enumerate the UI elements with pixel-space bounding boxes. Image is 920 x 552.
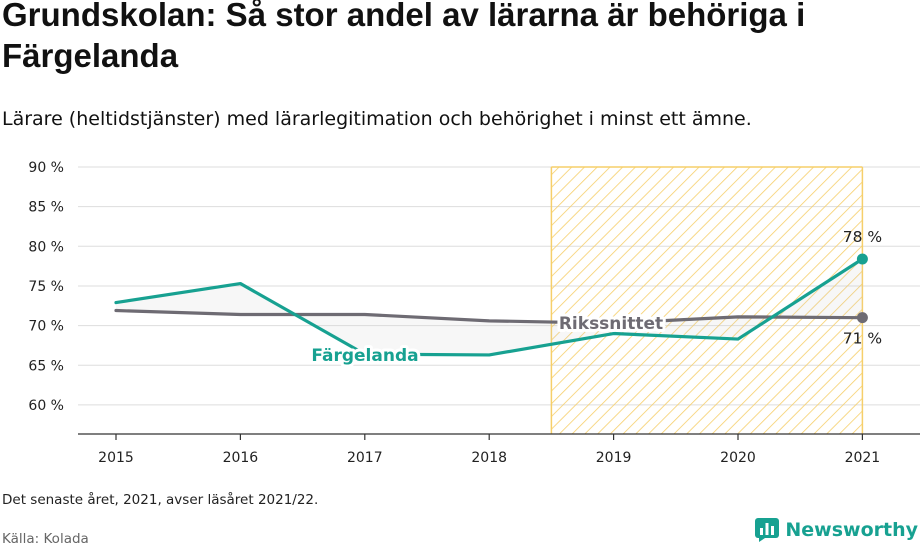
series-line xyxy=(114,308,865,325)
highlight-period xyxy=(550,166,864,434)
chart-subtitle: Lärare (heltidstjänster) med lärarlegiti… xyxy=(2,108,752,130)
y-tick-label: 80 % xyxy=(28,239,64,255)
brand-logo[interactable]: Newsworthy xyxy=(755,518,918,542)
y-axis: 60 % 65 % 70 % 75 % 80 % 85 % 90 % xyxy=(28,160,64,414)
difference-fill xyxy=(116,258,863,355)
line-chart: 60 %65 %70 %75 %80 %85 %90 % 2015 2016 201… xyxy=(28,160,920,466)
y-tick-label: 85 % xyxy=(28,200,64,216)
y-tick-label: 60 % xyxy=(28,398,64,414)
x-tick-label: 2017 xyxy=(347,450,383,466)
x-tick-label: 2021 xyxy=(845,450,881,466)
series-end-marker xyxy=(856,253,868,265)
series-labels: 78 % 71 % Färgelanda Rikssnittet xyxy=(308,228,882,369)
series-name-label: Färgelanda xyxy=(311,346,418,366)
y-tick-label: 65 % xyxy=(28,358,64,374)
series-end-marker xyxy=(856,312,868,324)
x-tick-label: 2018 xyxy=(471,450,507,466)
x-tick-label: 2015 xyxy=(98,450,134,466)
y-tick-label: 70 % xyxy=(28,319,64,335)
source-credit: Källa: Kolada xyxy=(2,531,89,547)
brand-name: Newsworthy xyxy=(785,519,918,541)
x-tick-label: 2016 xyxy=(223,450,259,466)
y-tick-label: 90 % xyxy=(28,160,64,176)
series-name-label: Rikssnittet xyxy=(559,314,663,334)
newsworthy-logo-icon xyxy=(755,518,780,542)
difference-area xyxy=(116,258,863,355)
y-tick-label: 75 % xyxy=(28,279,64,295)
highlight-area xyxy=(551,167,863,434)
series-line xyxy=(114,257,865,357)
chart-title: Grundskolan: Så stor andel av lärarna är… xyxy=(2,0,806,74)
x-tick-label: 2019 xyxy=(596,450,632,466)
x-tick-label: 2020 xyxy=(720,450,756,466)
x-axis: 2015 2016 2017 2018 2019 2020 2021 xyxy=(78,433,920,466)
footnote: Det senaste året, 2021, avser läsåret 20… xyxy=(2,492,319,508)
end-value-label: 78 % xyxy=(843,228,882,246)
end-value-label: 71 % xyxy=(843,330,882,348)
series-lines xyxy=(114,253,868,357)
